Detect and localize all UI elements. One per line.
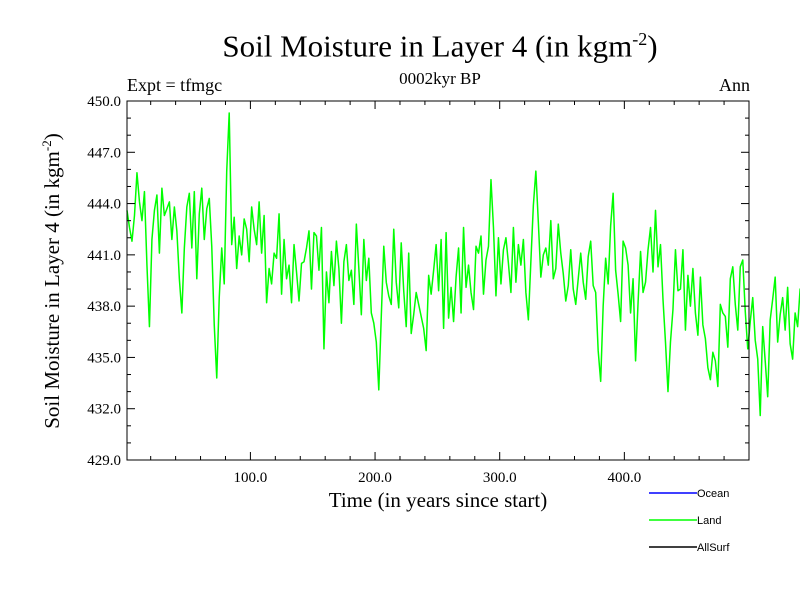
chart-title-suffix: ) bbox=[647, 28, 658, 64]
x-tick-label: 200.0 bbox=[358, 470, 392, 486]
plot-frame bbox=[126, 100, 750, 461]
legend-layer: Ocean Land AllSurf bbox=[649, 488, 730, 554]
y-tick-label: 444.0 bbox=[87, 197, 121, 213]
legend-label-allsurf: AllSurf bbox=[697, 542, 730, 554]
experiment-label: Expt = tfmgc bbox=[127, 75, 223, 95]
y-tick-label: 441.0 bbox=[87, 248, 121, 264]
y-tick-label: 450.0 bbox=[87, 94, 121, 110]
y-tick-label: 435.0 bbox=[87, 350, 121, 366]
chart-title-exponent: -2 bbox=[632, 29, 648, 49]
axis-layer: 429.0 432.0 435.0 438.0 441.0 444.0 447.0 450.0… bbox=[87, 94, 750, 486]
x-axis-label: Time (in years since start) bbox=[328, 488, 548, 512]
y-tick-label: 438.0 bbox=[87, 299, 121, 315]
plot-layer bbox=[126, 112, 800, 417]
x-tick-label: 400.0 bbox=[607, 470, 641, 486]
x-tick-label: 100.0 bbox=[234, 470, 268, 486]
chart-title: Soil Moisture in Layer 4 (in kgm-2) bbox=[0, 30, 800, 61]
x-tick-label: 300.0 bbox=[483, 470, 517, 486]
y-tick-label: 429.0 bbox=[87, 453, 121, 469]
chart-title-text: Soil Moisture in Layer 4 (in kgm bbox=[222, 28, 633, 64]
legend-label-land: Land bbox=[697, 515, 721, 527]
y-tick-label: 432.0 bbox=[87, 402, 121, 418]
land-series-line bbox=[126, 112, 800, 417]
y-tick-label: 447.0 bbox=[87, 145, 121, 161]
period-label: Ann bbox=[719, 75, 750, 95]
chart-subtitle: 0002kyr BP bbox=[399, 69, 481, 88]
legend-label-ocean: Ocean bbox=[697, 488, 729, 500]
